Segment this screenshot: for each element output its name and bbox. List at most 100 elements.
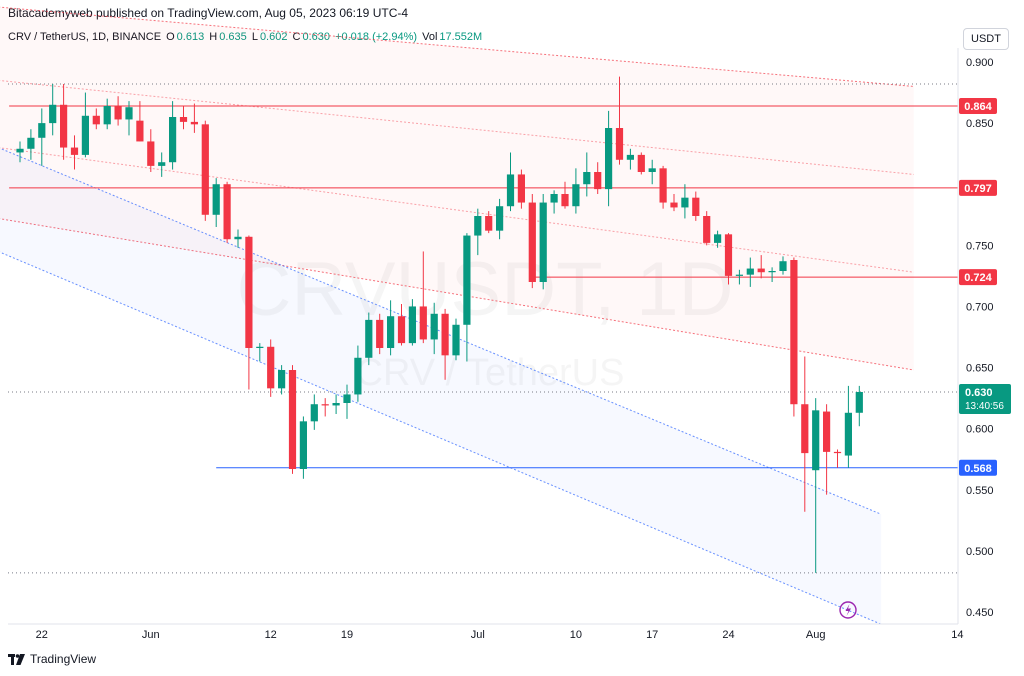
candle-body [441,313,449,356]
candle-body [332,403,340,406]
blue-channel-line [0,147,882,515]
candle-body [724,234,733,276]
candle-body [60,104,68,148]
candle-body [681,197,689,208]
candle-body [801,404,809,454]
candle-body [299,421,307,469]
y-tick-label: 0.650 [966,363,994,375]
candle-body [550,194,558,203]
candle-body [583,172,591,185]
candle-body [812,410,820,471]
candle-body [278,370,286,389]
change-value: +0.018 (+2.94%) [335,31,418,43]
candle-body [648,168,656,172]
candle-body [528,202,536,282]
candle-body [615,128,624,160]
candle-body [354,357,362,395]
candle-body [81,115,89,155]
candle-body [92,115,100,125]
lightning-icon-bolt [845,604,851,616]
y-tick-label: 0.900 [966,57,994,69]
candle-body [790,260,798,405]
candle-body [637,154,645,172]
candle-body [572,184,580,207]
candle-body [768,271,776,273]
candle-body [234,236,242,240]
candle-body [703,216,711,243]
y-tick-label: 0.850 [966,118,994,130]
candle-body [310,404,318,422]
candle-body [136,120,144,142]
x-tick-label: Jul [471,629,485,641]
candle-body [626,154,634,160]
candle-body [506,174,515,207]
y-tick-label: 0.750 [966,240,994,252]
x-tick-label: 14 [951,629,963,641]
resistance-price-label-bg [959,269,997,286]
x-tick-label: Jun [142,629,160,641]
candle-body [605,128,613,190]
candle-body [594,172,602,190]
candle-body [779,261,787,271]
x-tick-label: 17 [646,629,658,641]
candle-body [256,346,264,348]
candle-body [38,123,46,138]
x-tick-label: 24 [722,629,734,641]
publish-info: Bitacademyweb published on TradingView.c… [8,6,409,20]
open-label: O [166,31,175,43]
footer-brand-text[interactable]: TradingView [30,652,97,666]
candle-body [365,319,373,358]
symbol-name[interactable]: CRV / TetherUS, 1D, BINANCE [8,31,161,43]
candle-body [757,268,765,273]
y-tick-label: 0.500 [966,546,994,558]
resistance-price-label: 0.864 [964,101,992,113]
candle-body [376,319,384,348]
candle-body [190,121,198,125]
candle-body [855,392,863,413]
watermark-symbol: CRVUSDT, 1D [237,247,734,332]
tradingview-logo-icon[interactable] [8,653,25,665]
candle-body [16,148,24,153]
lightning-icon[interactable] [839,601,857,619]
candle-body [670,202,678,208]
candle-body [833,451,842,454]
last-price-label-bg [959,384,1011,414]
candle-body [474,216,482,236]
x-tick-label: Aug [806,629,826,641]
vol-label: Vol [422,31,438,43]
resistance-price-label: 0.797 [964,183,992,195]
candle-body [408,306,416,344]
candle-body [147,141,155,166]
close-label: C [293,31,301,43]
candle-body [27,137,35,149]
support-price-label: 0.568 [964,463,992,475]
candle-body [212,184,220,215]
last-price-label: 0.630 [965,387,993,399]
low-value: 0.602 [260,31,288,43]
high-label: H [209,31,217,43]
candle-body [49,104,57,124]
candle-body [114,106,122,120]
x-tick-label: 19 [341,629,353,641]
candle-body [463,235,471,325]
candle-body [288,370,297,469]
support-price-label-bg [959,459,997,476]
red-channel-line [0,218,914,371]
y-tick-label: 0.550 [966,485,994,497]
candle-body [844,412,852,456]
y-tick-label: 0.700 [966,301,994,313]
red-channel-line [0,80,914,175]
watermark-name: CRV / TetherUS [356,352,625,394]
candle-body [70,147,79,155]
red-channel-line [0,6,914,87]
currency-button[interactable]: USDT [963,28,1009,50]
candle-body [169,117,177,163]
candle-body [321,404,329,406]
candle-body [387,316,395,348]
y-tick-label: 0.450 [966,607,994,619]
footer-branding: TradingView [8,652,96,666]
resistance-price-label-bg [959,98,997,114]
lightning-icon-ring [839,601,857,619]
resistance-price-label-bg [959,179,997,196]
